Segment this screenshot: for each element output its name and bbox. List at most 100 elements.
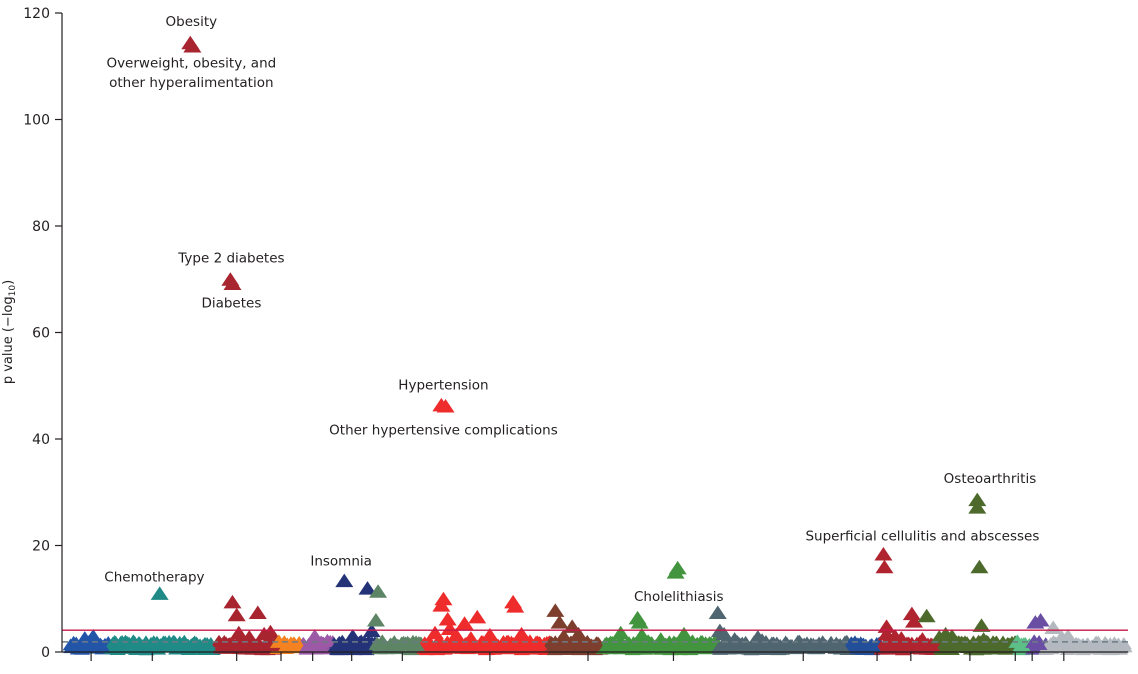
data-point [546, 603, 565, 617]
data-point [767, 636, 786, 650]
data-point [630, 615, 649, 629]
threshold-layer [62, 629, 1128, 643]
data-point [183, 38, 202, 53]
points-layer [71, 35, 1088, 653]
data-point [436, 398, 455, 413]
data-point [468, 609, 487, 624]
data-point [240, 630, 259, 644]
data-point [1029, 636, 1048, 650]
points-group-14 [917, 492, 997, 650]
y-ticks: 0 20 40 60 80 100 120 [23, 6, 62, 661]
points-group-03 [181, 35, 286, 652]
data-point [942, 628, 961, 643]
points-group-10 [599, 560, 712, 652]
annotation-label: Other hypertensive complications [329, 423, 558, 439]
data-point [972, 618, 991, 632]
y-axis-title-main: p value (−log [1, 296, 16, 384]
y-tick-label: 80 [32, 219, 50, 235]
data-point [708, 605, 727, 620]
annotation-label: other hyperalimentation [109, 75, 273, 91]
data-point [917, 608, 936, 623]
data-point [472, 635, 491, 649]
data-point [683, 634, 702, 648]
data-point [358, 581, 377, 595]
points-group-13 [874, 546, 940, 652]
data-point [506, 599, 525, 613]
data-point [261, 624, 280, 639]
data-point [369, 584, 388, 598]
data-point [668, 560, 687, 575]
points-group-05 [299, 628, 337, 652]
data-point [407, 637, 426, 652]
annotation-label: Hypertension [398, 377, 488, 393]
data-point [715, 626, 734, 641]
data-point [217, 636, 236, 650]
y-tick-label: 20 [32, 539, 50, 555]
data-point [862, 638, 881, 652]
data-point [455, 616, 474, 630]
data-point [223, 594, 242, 609]
data-point [620, 637, 639, 652]
annotation-label: Type 2 diabetes [177, 251, 284, 267]
data-point [447, 627, 466, 642]
y-tick-label: 120 [23, 6, 50, 22]
data-point [921, 637, 940, 652]
annotation-label: Chemotherapy [104, 570, 204, 586]
data-point [1044, 620, 1063, 634]
annotation-label: Osteoarthritis [944, 471, 1037, 487]
data-point [968, 492, 987, 507]
annotation-label: Obesity [166, 14, 218, 30]
points-group-06 [328, 573, 381, 652]
data-point [675, 626, 694, 641]
annotation-label: Overweight, obesity, and [106, 55, 276, 71]
annotations: Obesity Overweight, obesity, and other hyp… [104, 14, 1039, 605]
data-point [953, 636, 972, 650]
data-point [831, 638, 850, 652]
data-point [434, 591, 453, 606]
data-point [1048, 636, 1067, 650]
y-axis-title: p value (−log10) [1, 280, 18, 384]
data-point [248, 605, 267, 620]
data-point [117, 638, 136, 652]
data-point [725, 632, 744, 646]
data-point [810, 636, 829, 650]
data-point [493, 636, 512, 650]
background-point [1116, 640, 1133, 653]
data-point [480, 627, 499, 642]
points-group-07 [366, 584, 426, 652]
data-point [396, 636, 415, 650]
data-point [788, 637, 807, 652]
annotation-label: Cholelithiasis [634, 589, 724, 605]
data-point [554, 628, 573, 643]
data-point [92, 639, 111, 653]
data-point [512, 626, 531, 641]
points-group-16 [1025, 613, 1050, 650]
data-point [905, 614, 923, 628]
annotation-label: Superficial cellulitis and abscesses [805, 529, 1039, 545]
y-tick-label: 60 [32, 326, 50, 342]
data-point [198, 636, 217, 651]
data-point [753, 633, 772, 647]
data-point [223, 276, 242, 290]
data-point [227, 607, 246, 622]
data-point [335, 573, 354, 588]
data-point [438, 611, 457, 626]
data-point [902, 606, 921, 621]
y-axis-title-sub: 10 [8, 285, 18, 297]
y-axis-title-close: ) [1, 280, 16, 285]
data-point [150, 586, 169, 600]
data-point [550, 615, 569, 629]
data-point [968, 500, 987, 514]
data-point [599, 637, 618, 652]
data-point [1031, 613, 1050, 627]
data-point [970, 559, 989, 574]
points-group-12 [848, 637, 881, 653]
data-point [890, 636, 909, 650]
annotation-label: Diabetes [201, 295, 261, 311]
points-group-01 [71, 628, 111, 653]
data-point [328, 637, 347, 652]
y-tick-label: 0 [41, 645, 50, 661]
data-point [366, 613, 385, 627]
data-point [611, 625, 630, 640]
